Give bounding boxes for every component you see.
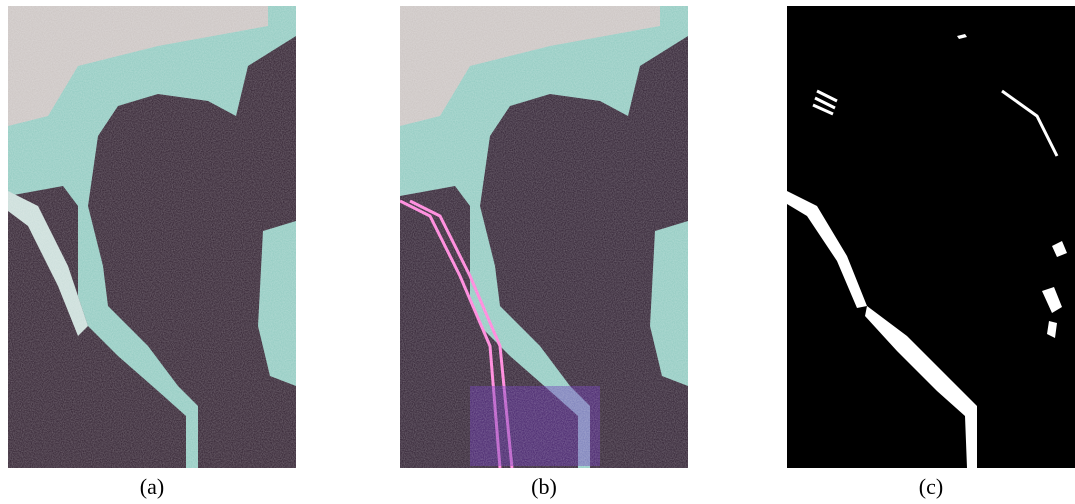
sar-image-a [8,6,296,468]
caption: (c) [831,474,1031,500]
page: (a) (b) (c) (() => { const data = JSON.p… [0,0,1075,504]
caption: (a) [52,474,252,500]
caption: (b) [444,474,644,500]
sar-image-b [400,6,688,468]
water-mask-c [787,6,1075,468]
